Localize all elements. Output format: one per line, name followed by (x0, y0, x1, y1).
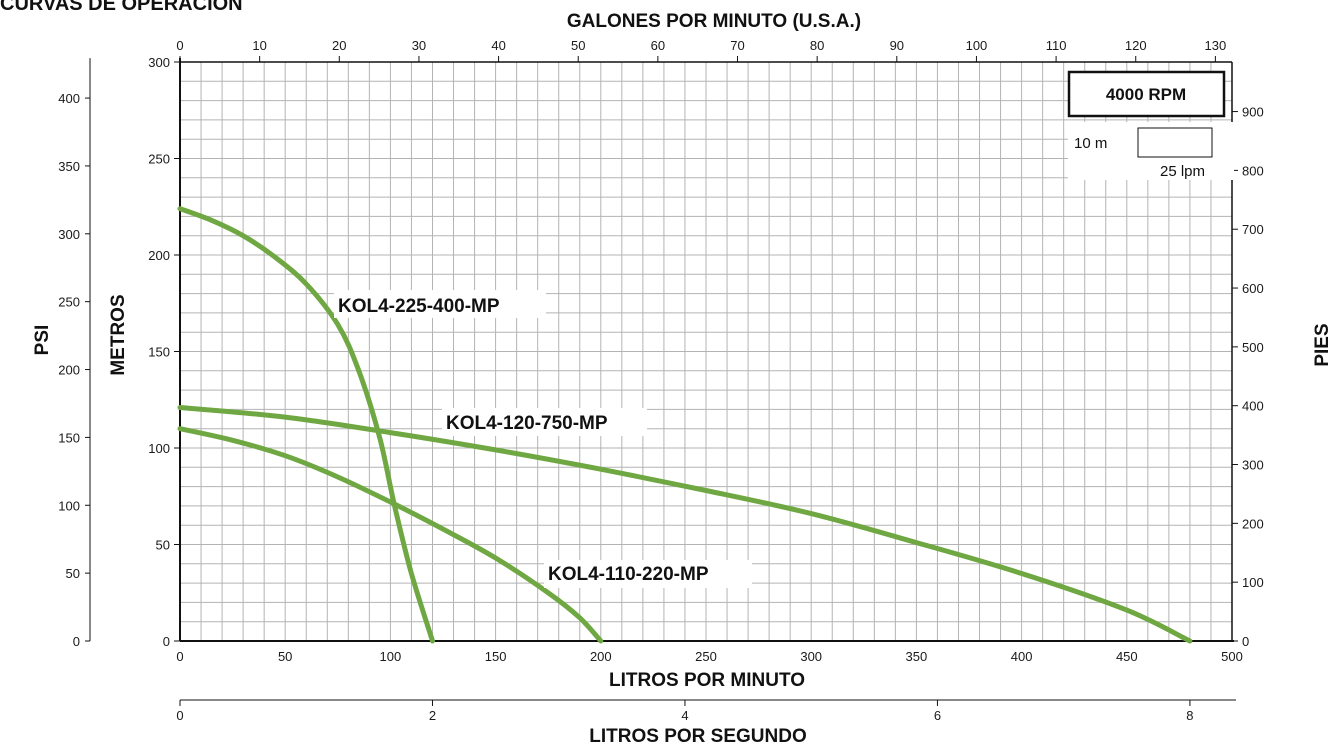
x-tick-label: 350 (906, 649, 928, 664)
x-top-tick-label: 100 (966, 38, 988, 53)
x-top-tick-label: 50 (571, 38, 585, 53)
x-tick-label: 450 (1116, 649, 1138, 664)
rpm-label: 4000 RPM (1106, 85, 1186, 104)
pies-tick-label: 700 (1242, 222, 1264, 237)
scale-height-label: 10 m (1074, 135, 1107, 152)
metros-axis-title: METROS (108, 294, 129, 375)
pies-tick-label: 400 (1242, 399, 1264, 414)
lps-tick-label: 0 (176, 708, 183, 723)
x-tick-label: 50 (278, 649, 292, 664)
psi-tick-label: 250 (58, 295, 80, 310)
lps-tick-label: 6 (934, 708, 941, 723)
series-line (177, 426, 604, 644)
psi-tick-label: 350 (58, 159, 80, 174)
x-tick-label: 100 (380, 649, 402, 664)
pies-tick-label: 600 (1242, 281, 1264, 296)
series-line (177, 405, 1193, 644)
scale-flow-label: 25 lpm (1160, 163, 1205, 180)
rpm-box: 4000 RPM (1067, 70, 1226, 118)
x-top-tick-label: 90 (890, 38, 904, 53)
grid (179, 61, 1233, 642)
psi-tick-label: 300 (58, 227, 80, 242)
lps-tick-label: 2 (429, 708, 436, 723)
x-top-tick-label: 80 (810, 38, 824, 53)
pies-tick-label: 0 (1242, 634, 1249, 649)
x-bottom2-axis-title: LITROS POR SEGUNDO (589, 726, 806, 746)
x-tick-label: 200 (590, 649, 612, 664)
pies-tick-label: 900 (1242, 105, 1264, 120)
y-tick-label: 300 (148, 55, 170, 70)
x-top-tick-label: 60 (651, 38, 665, 53)
axes (85, 56, 1238, 706)
x-top-tick-label: 70 (730, 38, 744, 53)
x-top-tick-label: 120 (1125, 38, 1147, 53)
x-top-tick-label: 40 (491, 38, 505, 53)
tick-labels: 0 50 100 150 200 250 300 350 400 450 5000501001502… (58, 38, 1263, 723)
pies-tick-label: 500 (1242, 340, 1264, 355)
page-title: CURVAS DE OPERACIÓN (0, 0, 243, 15)
series-label-text: KOL4-110-220-MP (548, 564, 709, 585)
series-curves (177, 206, 1193, 644)
scale-reference-box (1137, 127, 1213, 158)
x-tick-label: 300 (800, 649, 822, 664)
series-label-text: KOL4-225-400-MP (338, 296, 500, 317)
psi-tick-label: 400 (58, 91, 80, 106)
pies-tick-label: 100 (1242, 575, 1264, 590)
x-top-axis-title: GALONES POR MINUTO (U.S.A.) (567, 11, 861, 32)
y-tick-label: 100 (148, 441, 170, 456)
x-top-tick-label: 30 (412, 38, 426, 53)
x-top-tick-label: 130 (1205, 38, 1227, 53)
x-top-tick-label: 0 (176, 38, 183, 53)
series-label-kol4-225: KOL4-225-400-MP (334, 290, 546, 318)
y-tick-label: 200 (148, 248, 170, 263)
psi-tick-label: 100 (58, 498, 80, 513)
pies-axis-title: PIES (1312, 323, 1333, 366)
scale-legend: 10 m 25 lpm (1068, 122, 1234, 180)
y-tick-label: 150 (148, 345, 170, 360)
lps-tick-label: 8 (1186, 708, 1193, 723)
x-tick-label: 0 (176, 649, 183, 664)
series-label-kol4-110: KOL4-110-220-MP (544, 560, 752, 588)
psi-tick-label: 200 (58, 363, 80, 378)
lps-tick-label: 4 (681, 708, 688, 723)
x-top-tick-label: 20 (332, 38, 346, 53)
psi-tick-label: 0 (73, 634, 80, 649)
x-tick-label: 500 (1221, 649, 1243, 664)
series-label-kol4-120: KOL4-120-750-MP (442, 408, 647, 436)
y-tick-label: 0 (163, 634, 170, 649)
pies-tick-label: 300 (1242, 458, 1264, 473)
x-top-tick-label: 10 (252, 38, 266, 53)
pies-tick-label: 200 (1242, 516, 1264, 531)
x-tick-label: 150 (485, 649, 507, 664)
pies-tick-label: 800 (1242, 163, 1264, 178)
psi-tick-label: 150 (58, 430, 80, 445)
series-line (177, 206, 435, 644)
x-axis-title: LITROS POR MINUTO (609, 670, 805, 691)
x-tick-label: 400 (1011, 649, 1033, 664)
psi-tick-label: 50 (66, 566, 80, 581)
psi-axis-title: PSI (32, 325, 53, 356)
y-tick-label: 250 (148, 152, 170, 167)
y-tick-label: 50 (156, 538, 170, 553)
x-top-tick-label: 110 (1046, 38, 1067, 53)
series-label-text: KOL4-120-750-MP (446, 413, 608, 434)
x-tick-label: 250 (695, 649, 717, 664)
